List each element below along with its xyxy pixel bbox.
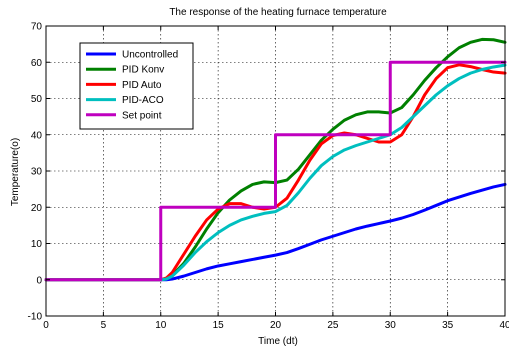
x-tick-label: 30: [385, 320, 397, 331]
chart-title: The response of the heating furnace temp…: [169, 7, 387, 18]
x-tick-label: 35: [442, 320, 454, 331]
y-tick-label: 40: [31, 130, 43, 141]
y-tick-label: 20: [31, 203, 43, 214]
y-tick-label: 0: [36, 275, 42, 286]
legend-entry: Set point: [122, 110, 162, 121]
series-line-2: [44, 63, 507, 282]
x-tick-label: 0: [43, 320, 49, 331]
y-tick-label: 30: [31, 167, 43, 178]
y-tick-label: 50: [31, 94, 43, 105]
x-tick-label: 40: [499, 320, 509, 331]
legend-entry: PID-ACO: [122, 95, 164, 106]
legend-entry: PID Auto: [122, 80, 162, 91]
legend-entry: Uncontrolled: [122, 50, 178, 61]
y-tick-label: -10: [28, 312, 43, 323]
x-tick-label: 10: [155, 320, 167, 331]
legend-entry: PID Konv: [122, 65, 164, 76]
series-line-0: [44, 182, 507, 282]
series-line-3: [44, 63, 507, 282]
y-axis-title: Temperature(o): [10, 138, 21, 206]
series-line-1: [44, 37, 507, 282]
x-axis-title: Time (dt): [258, 336, 298, 347]
y-tick-label: 70: [31, 22, 43, 33]
x-tick-label: 25: [327, 320, 339, 331]
y-tick-label: 10: [31, 239, 43, 250]
x-tick-label: 5: [101, 320, 107, 331]
series-lines: [44, 37, 507, 282]
x-tick-label: 15: [213, 320, 225, 331]
x-tick-label: 20: [270, 320, 282, 331]
legend: Uncontrolled PID Konv PID Auto PID-ACO Set p…: [79, 42, 194, 130]
y-tick-label: 60: [31, 58, 43, 69]
series-line-4: [44, 60, 507, 282]
